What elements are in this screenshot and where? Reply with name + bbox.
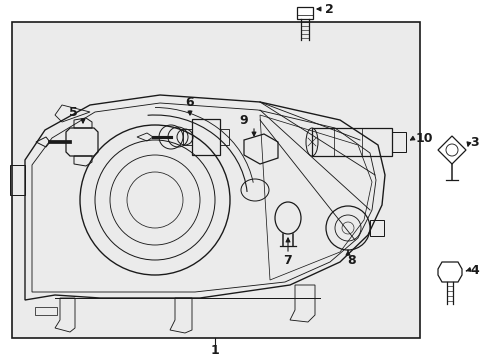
Text: 5: 5 — [68, 105, 77, 118]
Text: 9: 9 — [239, 113, 248, 126]
Text: 2: 2 — [325, 3, 333, 15]
Text: 8: 8 — [347, 253, 356, 266]
Bar — [192, 119, 220, 155]
Text: 3: 3 — [469, 135, 478, 149]
Text: 4: 4 — [469, 264, 478, 276]
Bar — [369, 220, 383, 236]
Bar — [391, 132, 405, 152]
Text: 6: 6 — [185, 95, 194, 108]
Text: 7: 7 — [283, 253, 292, 266]
Text: 10: 10 — [415, 131, 433, 144]
Bar — [12, 22, 419, 338]
Text: 1: 1 — [210, 343, 219, 356]
Bar — [35, 307, 57, 315]
Bar — [296, 7, 312, 19]
Bar — [311, 128, 391, 156]
